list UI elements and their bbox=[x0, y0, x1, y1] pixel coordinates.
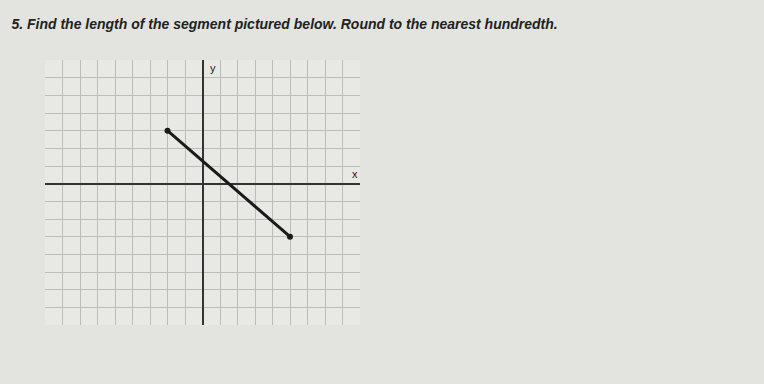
svg-text:y: y bbox=[210, 62, 216, 74]
svg-text:x: x bbox=[352, 168, 358, 180]
svg-text:5. Find the length of the segm: 5. Find the length of the segment pictur… bbox=[11, 16, 557, 32]
